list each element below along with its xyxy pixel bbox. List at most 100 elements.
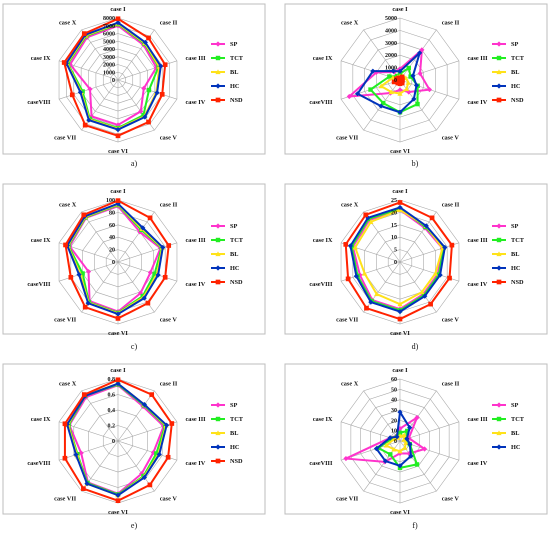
data-point-nsd [447, 275, 452, 281]
data-point-nsd [391, 79, 397, 85]
data-point-sp [421, 446, 428, 452]
legend-marker-nsd [496, 279, 502, 285]
category-label: case II [442, 381, 460, 388]
tick-label: 30 [391, 408, 397, 414]
tick-label: 60 [109, 223, 115, 229]
tick-label: 6000 [103, 32, 115, 38]
data-point-hc [368, 299, 374, 305]
tick-label: 100 [106, 198, 115, 204]
data-point-nsd [395, 80, 401, 86]
data-point-tct [414, 462, 420, 467]
tick-label: 0.2 [108, 424, 116, 430]
data-point-bl [419, 289, 425, 295]
category-label: case X [59, 20, 77, 27]
category-label: case VI [108, 509, 128, 516]
legend-label-hc: HC [230, 444, 240, 451]
panel-frame [284, 3, 548, 155]
category-label: case IX [31, 416, 51, 423]
category-label: case VI [108, 148, 128, 155]
data-point-bl [432, 270, 438, 276]
category-label: case I [392, 367, 408, 374]
data-point-sp [137, 290, 144, 296]
tick-label: 4000 [385, 28, 397, 34]
tick-label: 7000 [103, 24, 115, 30]
data-point-nsd [69, 92, 75, 98]
data-point-nsd [81, 212, 87, 218]
data-point-hc [115, 492, 121, 498]
legend-label-nsd: NSD [230, 279, 243, 286]
data-point-hc [77, 89, 84, 95]
data-point-nsd [166, 243, 172, 248]
category-label: caseVIII [309, 460, 333, 467]
data-point-nsd [165, 454, 171, 460]
tick-label: 0 [112, 78, 115, 84]
data-point-nsd [146, 35, 151, 41]
data-point-hc [354, 91, 361, 97]
data-point-sp [346, 93, 352, 100]
category-label: case I [110, 188, 126, 195]
category-label: case II [160, 20, 178, 27]
data-point-bl [397, 301, 403, 307]
data-point-nsd [162, 62, 168, 68]
category-label: case VI [390, 330, 410, 337]
data-point-sp [115, 122, 121, 128]
category-label: case VII [54, 316, 77, 323]
data-point-hc [397, 463, 403, 469]
data-point-hc [142, 39, 148, 45]
data-point-nsd [159, 92, 165, 97]
tick-label: 0 [394, 439, 397, 445]
data-point-nsd [62, 455, 68, 461]
data-point-sp [406, 450, 412, 457]
data-point-nsd [115, 198, 121, 203]
data-point-hc [141, 402, 148, 408]
category-label: case III [186, 55, 207, 62]
data-point-sp [426, 86, 433, 93]
data-point-hc [397, 409, 403, 415]
data-point-hc [347, 243, 354, 249]
data-point-hc [370, 68, 376, 74]
legend-marker-bl [215, 430, 221, 436]
category-label: case II [442, 202, 460, 209]
category-label: case VII [54, 134, 77, 141]
axis-spoke [399, 242, 460, 263]
data-point-hc [413, 82, 420, 88]
data-point-nsd [364, 305, 369, 311]
legend-marker-nsd [215, 279, 221, 285]
category-label: case IX [31, 55, 51, 62]
category-label: case III [468, 416, 489, 423]
category-label: case III [468, 55, 489, 62]
category-label: caseVIII [27, 99, 51, 106]
legend-label-hc: HC [230, 83, 240, 90]
category-label: case VII [336, 134, 359, 141]
tick-label: 2000 [103, 63, 115, 69]
data-point-nsd [63, 242, 68, 248]
data-point-sp [141, 85, 147, 91]
tick-label: 5 [394, 248, 397, 254]
data-point-hc [73, 452, 79, 458]
data-point-hc [115, 381, 121, 387]
category-label: case I [110, 6, 126, 13]
data-point-sp [417, 70, 423, 77]
data-point-hc [397, 309, 403, 315]
legend-label-bl: BL [230, 69, 238, 76]
category-label: case V [442, 316, 460, 323]
legend-label-bl: BL [230, 251, 238, 258]
legend-label-bl: BL [511, 251, 519, 258]
data-point-bl [405, 80, 411, 85]
legend-label-hc: HC [230, 265, 240, 272]
category-label: case III [186, 237, 207, 244]
category-label: caseVIII [309, 99, 333, 106]
data-point-nsd [115, 316, 121, 321]
legend-marker-sp [496, 402, 502, 408]
panel-frame [2, 363, 266, 515]
legend-marker-sp [215, 223, 221, 229]
data-point-bl [362, 270, 368, 276]
legend-marker-hc [496, 265, 502, 271]
data-point-hc [141, 474, 148, 480]
category-label: case X [341, 20, 359, 27]
data-point-hc [394, 434, 400, 440]
tick-label: 80 [109, 210, 115, 216]
tick-label: 60 [391, 377, 397, 383]
data-point-nsd [115, 133, 121, 139]
data-point-hc [115, 127, 121, 133]
